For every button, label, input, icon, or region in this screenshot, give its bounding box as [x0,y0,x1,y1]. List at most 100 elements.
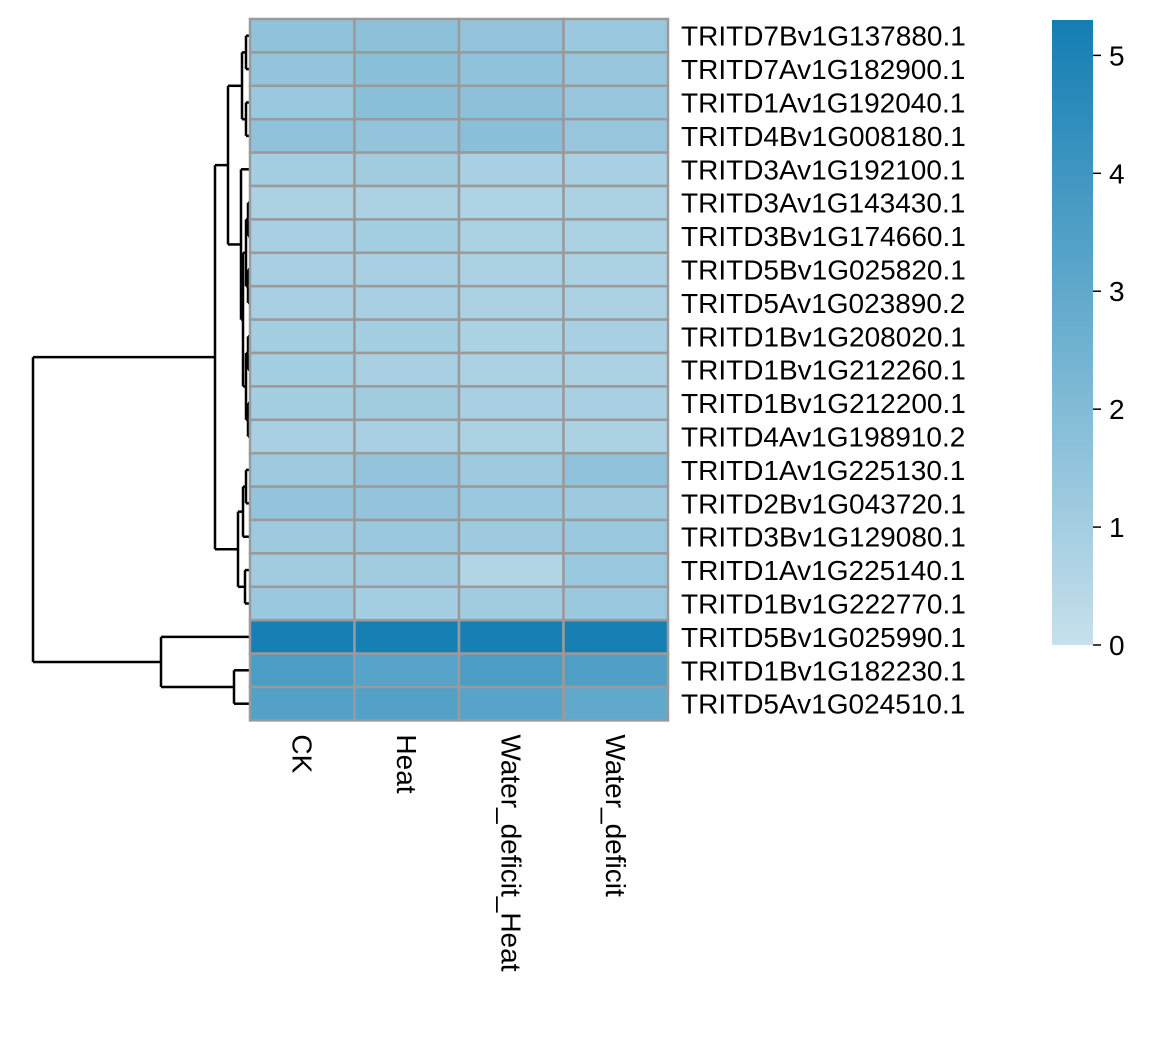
heatmap-cell [248,117,356,154]
row-label: TRITD3Bv1G174660.1 [681,221,966,252]
heatmap-cell [248,251,356,288]
row-label: TRITD7Bv1G137880.1 [681,21,966,52]
heatmap-cell [457,685,565,722]
legend-tick-label: 5 [1109,40,1125,71]
heatmap-cell [353,284,461,321]
legend-tick-label: 3 [1109,276,1125,307]
column-label: Water_deficit_Heat [495,734,526,971]
heatmap-cells [248,17,670,722]
heatmap-cell [562,351,670,388]
heatmap-cell [353,351,461,388]
heatmap-cell [562,84,670,121]
heatmap-cell [457,184,565,221]
heatmap-cell [562,117,670,154]
heatmap-cell [353,485,461,522]
heatmap-cell [457,151,565,188]
row-label: TRITD3Av1G192100.1 [681,154,965,185]
heatmap-cell [562,451,670,488]
heatmap-cell [248,485,356,522]
row-label: TRITD2Bv1G043720.1 [681,488,966,519]
heatmap-cell [457,318,565,355]
legend-tick-label: 2 [1109,394,1125,425]
heatmap-cell [353,552,461,589]
heatmap-cell [457,418,565,455]
heatmap-cell [562,184,670,221]
heatmap-cell [562,585,670,622]
heatmap-cell [248,318,356,355]
row-label: TRITD1Bv1G182230.1 [681,655,966,686]
heatmap-cell [457,284,565,321]
heatmap-cell [457,585,565,622]
heatmap-cell [353,618,461,655]
heatmap-cell [248,284,356,321]
column-label: Heat [391,734,422,793]
heatmap-cell [562,251,670,288]
heatmap-cell [457,251,565,288]
heatmap-cell [457,351,565,388]
heatmap-cell [457,618,565,655]
heatmap-cell [562,485,670,522]
row-label: TRITD5Bv1G025820.1 [681,255,966,286]
column-label: Water_deficit [600,734,631,897]
heatmap-cell [353,151,461,188]
legend-color-bar [1052,20,1093,645]
row-label: TRITD3Bv1G129080.1 [681,522,966,553]
heatmap-cell [562,318,670,355]
heatmap-cell [353,418,461,455]
heatmap-cell [353,117,461,154]
heatmap-cell [457,518,565,555]
heatmap-cell [562,284,670,321]
heatmap-cell [562,618,670,655]
heatmap-cell [248,351,356,388]
heatmap-cell [248,652,356,689]
heatmap-cell [562,218,670,255]
row-label: TRITD1Bv1G208020.1 [681,321,966,352]
heatmap-cell [248,451,356,488]
heatmap-cell [353,51,461,88]
row-label: TRITD5Av1G024510.1 [681,689,965,720]
heatmap-cell [353,652,461,689]
heatmap-cell [457,485,565,522]
column-label: CK [286,734,317,773]
heatmap-cell [248,218,356,255]
heatmap-cell [353,451,461,488]
heatmap-cell [457,552,565,589]
row-label: TRITD4Bv1G008180.1 [681,121,966,152]
heatmap-cell [457,218,565,255]
heatmap-cell [248,151,356,188]
legend-tick-label: 1 [1109,512,1125,543]
heatmap-cell [248,385,356,422]
heatmap-cell [353,518,461,555]
heatmap-cell [353,685,461,722]
row-label: TRITD7Av1G182900.1 [681,54,965,85]
row-label: TRITD5Av1G023890.2 [681,288,965,319]
row-label: TRITD1Av1G192040.1 [681,88,965,119]
legend-tick-label: 0 [1109,630,1125,661]
heatmap-cell [457,84,565,121]
heatmap-cell [353,385,461,422]
legend-tick-label: 4 [1109,158,1125,189]
heatmap-cell [457,51,565,88]
row-labels: TRITD7Bv1G137880.1TRITD7Av1G182900.1TRIT… [681,21,966,720]
heatmap-cell [562,685,670,722]
heatmap-cell [562,418,670,455]
heatmap-cell [353,184,461,221]
heatmap-cell [457,17,565,54]
heatmap-cell [248,618,356,655]
legend-ticks: 0 1 2 3 4 5 [1093,40,1125,661]
heatmap-cell [353,251,461,288]
heatmap-cell [457,117,565,154]
heatmap-cell [248,84,356,121]
row-label: TRITD4Av1G198910.2 [681,422,965,453]
row-label: TRITD1Bv1G212200.1 [681,388,966,419]
heatmap-cell [248,585,356,622]
heatmap-cell [248,518,356,555]
row-label: TRITD3Av1G143430.1 [681,188,965,219]
heatmap-cell [248,418,356,455]
row-label: TRITD1Bv1G212260.1 [681,355,966,386]
row-label: TRITD1Av1G225140.1 [681,555,965,586]
heatmap-cell [457,652,565,689]
heatmap-cell [353,84,461,121]
heatmap-cell [457,385,565,422]
